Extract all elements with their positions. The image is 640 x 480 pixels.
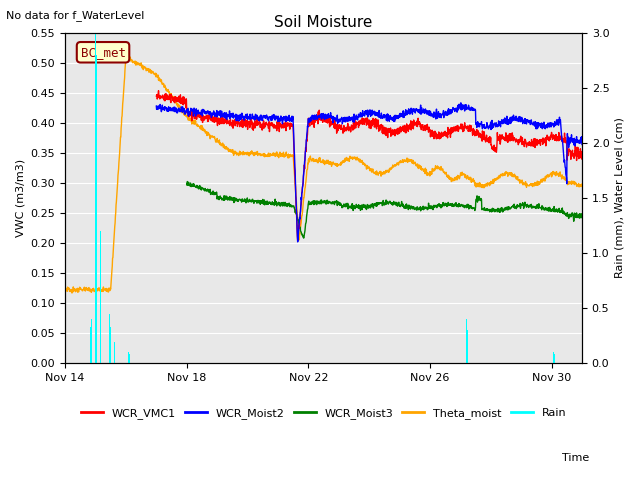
Title: Soil Moisture: Soil Moisture [275, 15, 372, 30]
Y-axis label: Rain (mm), Water Level (cm): Rain (mm), Water Level (cm) [615, 117, 625, 278]
Text: BC_met: BC_met [81, 46, 125, 59]
Legend: WCR_VMC1, WCR_Moist2, WCR_Moist3, Theta_moist, Rain: WCR_VMC1, WCR_Moist2, WCR_Moist3, Theta_… [76, 404, 571, 423]
Text: Time: Time [561, 453, 589, 463]
Text: No data for f_WaterLevel: No data for f_WaterLevel [6, 10, 145, 21]
Y-axis label: VWC (m3/m3): VWC (m3/m3) [15, 159, 25, 237]
